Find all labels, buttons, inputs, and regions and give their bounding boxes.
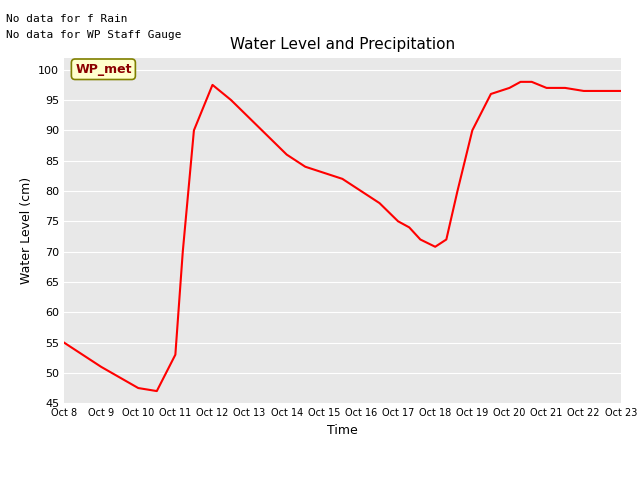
Text: No data for WP Staff Gauge: No data for WP Staff Gauge bbox=[6, 30, 182, 40]
Y-axis label: Water Level (cm): Water Level (cm) bbox=[20, 177, 33, 284]
Legend: Water Pressure: Water Pressure bbox=[276, 478, 409, 480]
Title: Water Level and Precipitation: Water Level and Precipitation bbox=[230, 37, 455, 52]
X-axis label: Time: Time bbox=[327, 424, 358, 437]
Text: No data for f Rain: No data for f Rain bbox=[6, 13, 128, 24]
Text: WP_met: WP_met bbox=[75, 63, 132, 76]
